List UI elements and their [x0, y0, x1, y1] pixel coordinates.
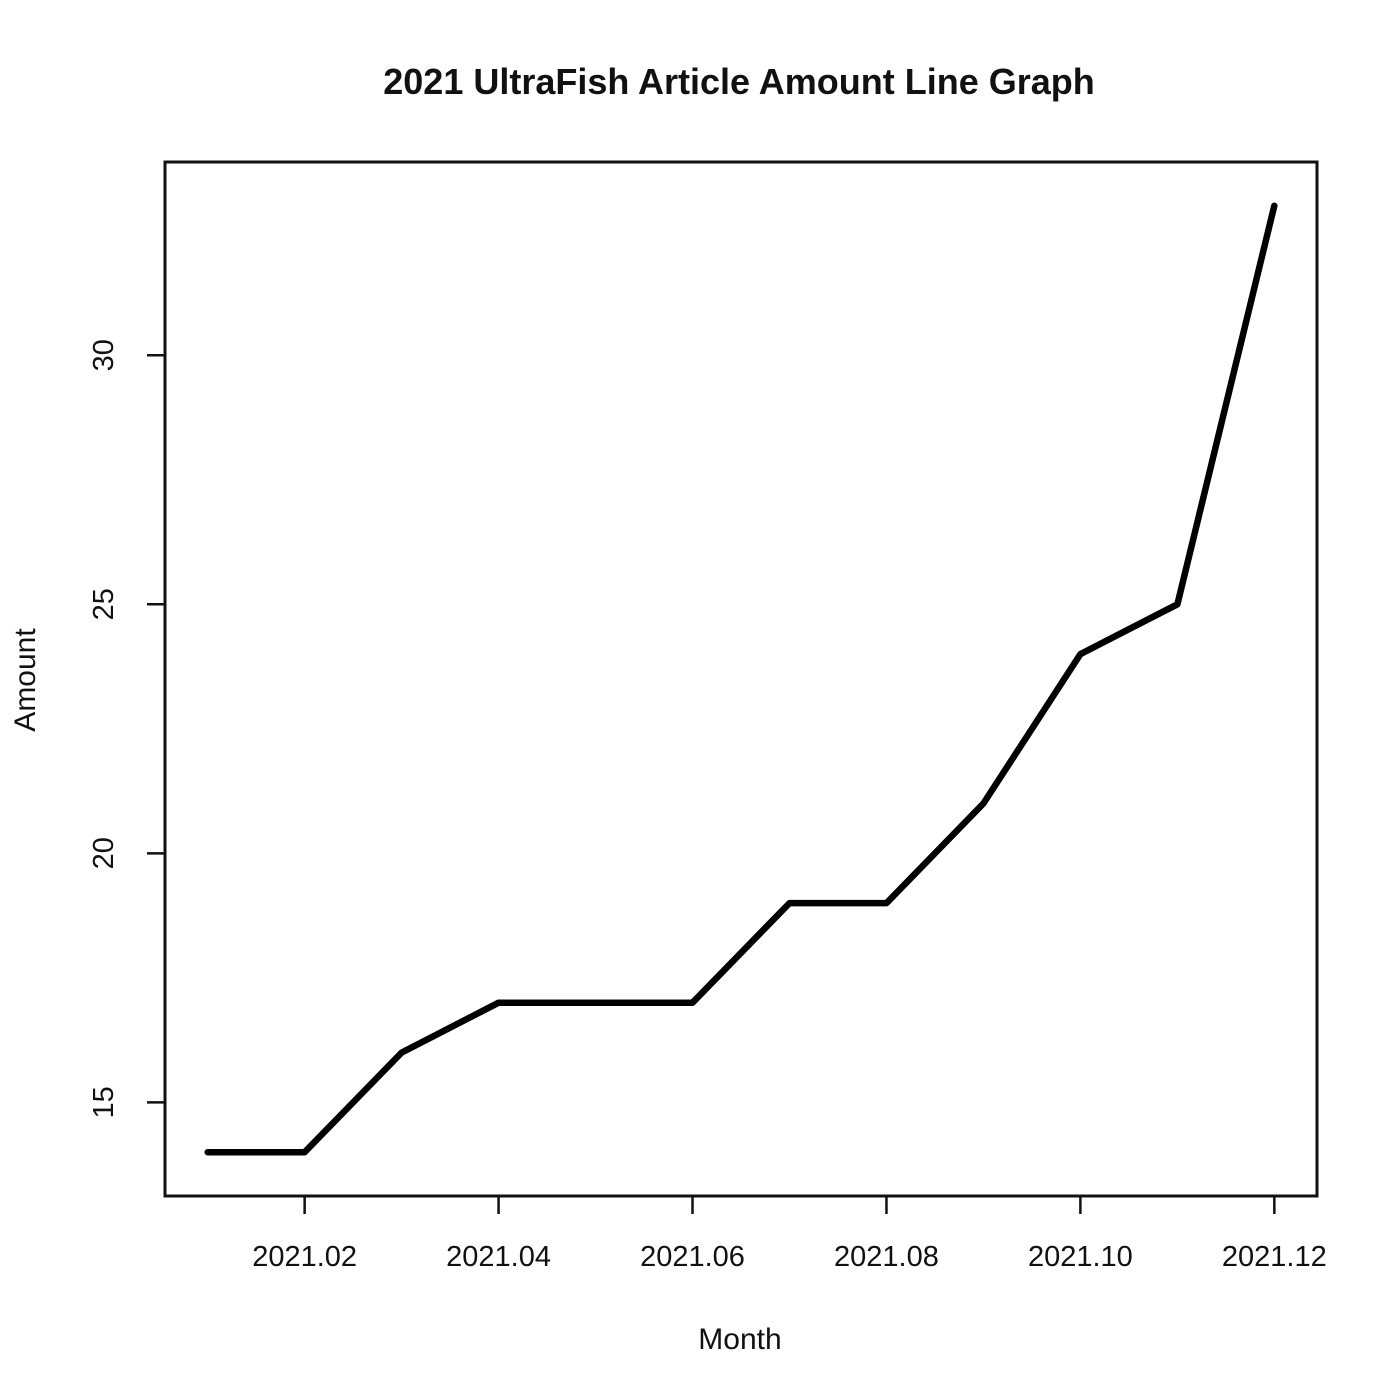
y-tick-label: 15: [88, 1086, 120, 1118]
x-tick-label: 2021.02: [252, 1241, 357, 1273]
x-tick-label: 2021.12: [1222, 1241, 1327, 1273]
y-axis-label: Amount: [9, 628, 42, 732]
x-tick-label: 2021.10: [1028, 1241, 1133, 1273]
x-tick-label: 2021.08: [834, 1241, 939, 1273]
y-tick-label: 30: [88, 339, 120, 371]
y-tick-label: 25: [88, 588, 120, 620]
x-axis-label: Month: [698, 1323, 781, 1356]
series-line: [204, 202, 1278, 1156]
x-axis: 2021.02 2021.04 2021.06 2021.08 2021.10 2021.…: [252, 1196, 1327, 1273]
x-tick-label: 2021.04: [446, 1241, 551, 1273]
chart-title: 2021 UltraFish Article Amount Line Graph: [383, 61, 1094, 102]
y-axis: 15 20 25 30: [88, 339, 165, 1119]
y-tick-label: 20: [88, 837, 120, 869]
plot-frame: [163, 160, 1319, 1198]
x-tick-label: 2021.06: [640, 1241, 745, 1273]
